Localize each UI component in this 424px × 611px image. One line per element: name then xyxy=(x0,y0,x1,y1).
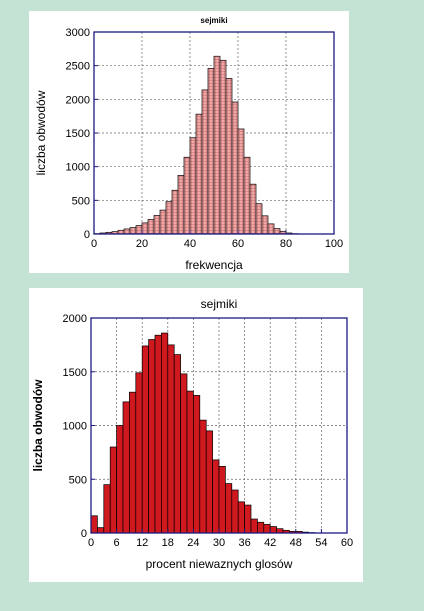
histogram-bar-hatch xyxy=(106,232,112,234)
histogram-bar-hatch xyxy=(244,157,250,234)
histogram-bar-hatch xyxy=(226,78,232,235)
histogram-bar-hatch xyxy=(172,190,178,234)
y-tick-label: 1000 xyxy=(63,421,87,433)
histogram-bar xyxy=(154,334,162,534)
histogram-bar xyxy=(109,446,117,534)
histogram-bar xyxy=(205,430,213,534)
x-tick-label: 24 xyxy=(187,537,199,549)
histogram-panel-niewazne: 0 6 12 18 24 30 36 42 48 54 60 0 500 1000 1500 2000 sej… xyxy=(29,288,363,582)
histogram-bar-hatch xyxy=(220,60,226,234)
histogram-bar-hatch xyxy=(136,225,142,234)
histogram-bar-hatch xyxy=(262,215,268,234)
histogram-bar xyxy=(103,484,111,534)
x-tick-label: 30 xyxy=(213,537,225,549)
histogram-bar-hatch xyxy=(250,184,256,234)
x-tick-label: 48 xyxy=(290,537,302,549)
y-tick-label: 0 xyxy=(84,229,90,241)
histogram-bar-hatch xyxy=(280,231,286,234)
histogram-bar-hatch xyxy=(112,231,118,234)
histogram-bar xyxy=(225,483,233,534)
histogram-bar xyxy=(116,425,124,534)
histogram-bar xyxy=(257,521,265,534)
chart-title: sejmiki xyxy=(200,16,227,25)
chart-title: sejmiki xyxy=(201,297,238,311)
histogram-bar-hatch xyxy=(190,137,196,234)
histogram-bar-hatch xyxy=(148,219,154,234)
y-axis-label: liczba obwodów xyxy=(31,379,45,472)
histogram-bar xyxy=(199,419,207,534)
histogram-bar-hatch xyxy=(124,228,130,234)
histogram-bar-hatch xyxy=(196,114,202,234)
histogram-bar-hatch xyxy=(232,102,238,234)
histogram-bar xyxy=(167,344,175,534)
histogram-bar xyxy=(263,524,271,534)
y-tick-label: 3000 xyxy=(66,27,90,39)
y-tick-label: 500 xyxy=(69,474,87,486)
x-tick-label: 40 xyxy=(184,238,196,250)
x-axis-label: procent niewaznych glosów xyxy=(146,557,293,571)
histogram-bar xyxy=(141,345,149,534)
histogram-bar xyxy=(129,391,137,534)
y-tick-label: 2000 xyxy=(63,313,87,325)
histogram-bar-hatch xyxy=(142,222,148,234)
y-tick-label: 1000 xyxy=(66,162,90,174)
y-tick-label: 2000 xyxy=(66,94,90,106)
y-tick-label: 0 xyxy=(81,528,87,540)
x-tick-label: 36 xyxy=(238,537,250,549)
histogram-bar-hatch xyxy=(208,68,214,234)
histogram-bar-hatch xyxy=(184,157,190,234)
histogram-bar xyxy=(97,527,105,534)
histogram-bar-hatch xyxy=(130,227,136,234)
y-tick-label: 1500 xyxy=(63,367,87,379)
x-tick-label: 0 xyxy=(91,238,97,250)
histogram-bar xyxy=(173,354,181,534)
y-tick-label: 1500 xyxy=(66,128,90,140)
histogram-bar-hatch xyxy=(268,223,274,234)
histogram-bar xyxy=(212,459,220,534)
histogram-bar xyxy=(269,526,277,534)
x-tick-label: 18 xyxy=(162,537,174,549)
histogram-bar-hatch xyxy=(214,56,220,234)
histogram-bar-hatch xyxy=(202,89,208,234)
histogram-panel-frekwencja: 0 20 40 60 80 100 0 500 1000 1500 2000 2500 3000 sej… xyxy=(29,11,349,273)
y-axis-label: liczba obwodów xyxy=(34,90,48,175)
histogram-bar xyxy=(244,504,252,534)
x-tick-label: 12 xyxy=(136,537,148,549)
x-tick-label: 0 xyxy=(88,537,94,549)
x-axis-label: frekwencja xyxy=(185,258,243,272)
histogram-bar-hatch xyxy=(118,230,124,234)
x-tick-label: 80 xyxy=(280,238,292,250)
histogram-bar-hatch xyxy=(274,228,280,234)
histogram-bar xyxy=(135,372,143,534)
x-tick-label: 54 xyxy=(315,537,327,549)
x-tick-label: 42 xyxy=(264,537,276,549)
histogram-bar-hatch xyxy=(178,175,184,234)
x-tick-label: 6 xyxy=(114,537,120,549)
histogram-bar-hatch xyxy=(256,203,262,234)
histogram-bar xyxy=(193,395,201,534)
x-tick-label: 20 xyxy=(136,238,148,250)
histogram-bar-hatch xyxy=(160,210,166,234)
histogram-bar xyxy=(122,401,130,534)
x-tick-label: 60 xyxy=(232,238,244,250)
histogram-bar xyxy=(90,515,98,534)
histogram-bar xyxy=(161,332,169,534)
x-tick-label: 100 xyxy=(325,238,343,250)
histogram-bar xyxy=(148,339,156,534)
histogram-bar xyxy=(218,466,226,534)
y-tick-label: 2500 xyxy=(66,61,90,73)
histogram-bar xyxy=(186,390,194,534)
histogram-bar xyxy=(231,489,239,534)
x-tick-label: 60 xyxy=(341,537,353,549)
histogram-bar xyxy=(250,518,258,534)
histogram-bar-hatch xyxy=(154,215,160,234)
histogram-bar-hatch xyxy=(166,201,172,234)
histogram-bar-hatch xyxy=(238,128,244,234)
y-tick-label: 500 xyxy=(72,195,90,207)
histogram-bar xyxy=(180,373,188,534)
histogram-bar xyxy=(237,501,245,534)
chart-niewazne-glosy: 0 6 12 18 24 30 36 42 48 54 60 0 500 1000 1500 2000 sej… xyxy=(31,297,353,571)
